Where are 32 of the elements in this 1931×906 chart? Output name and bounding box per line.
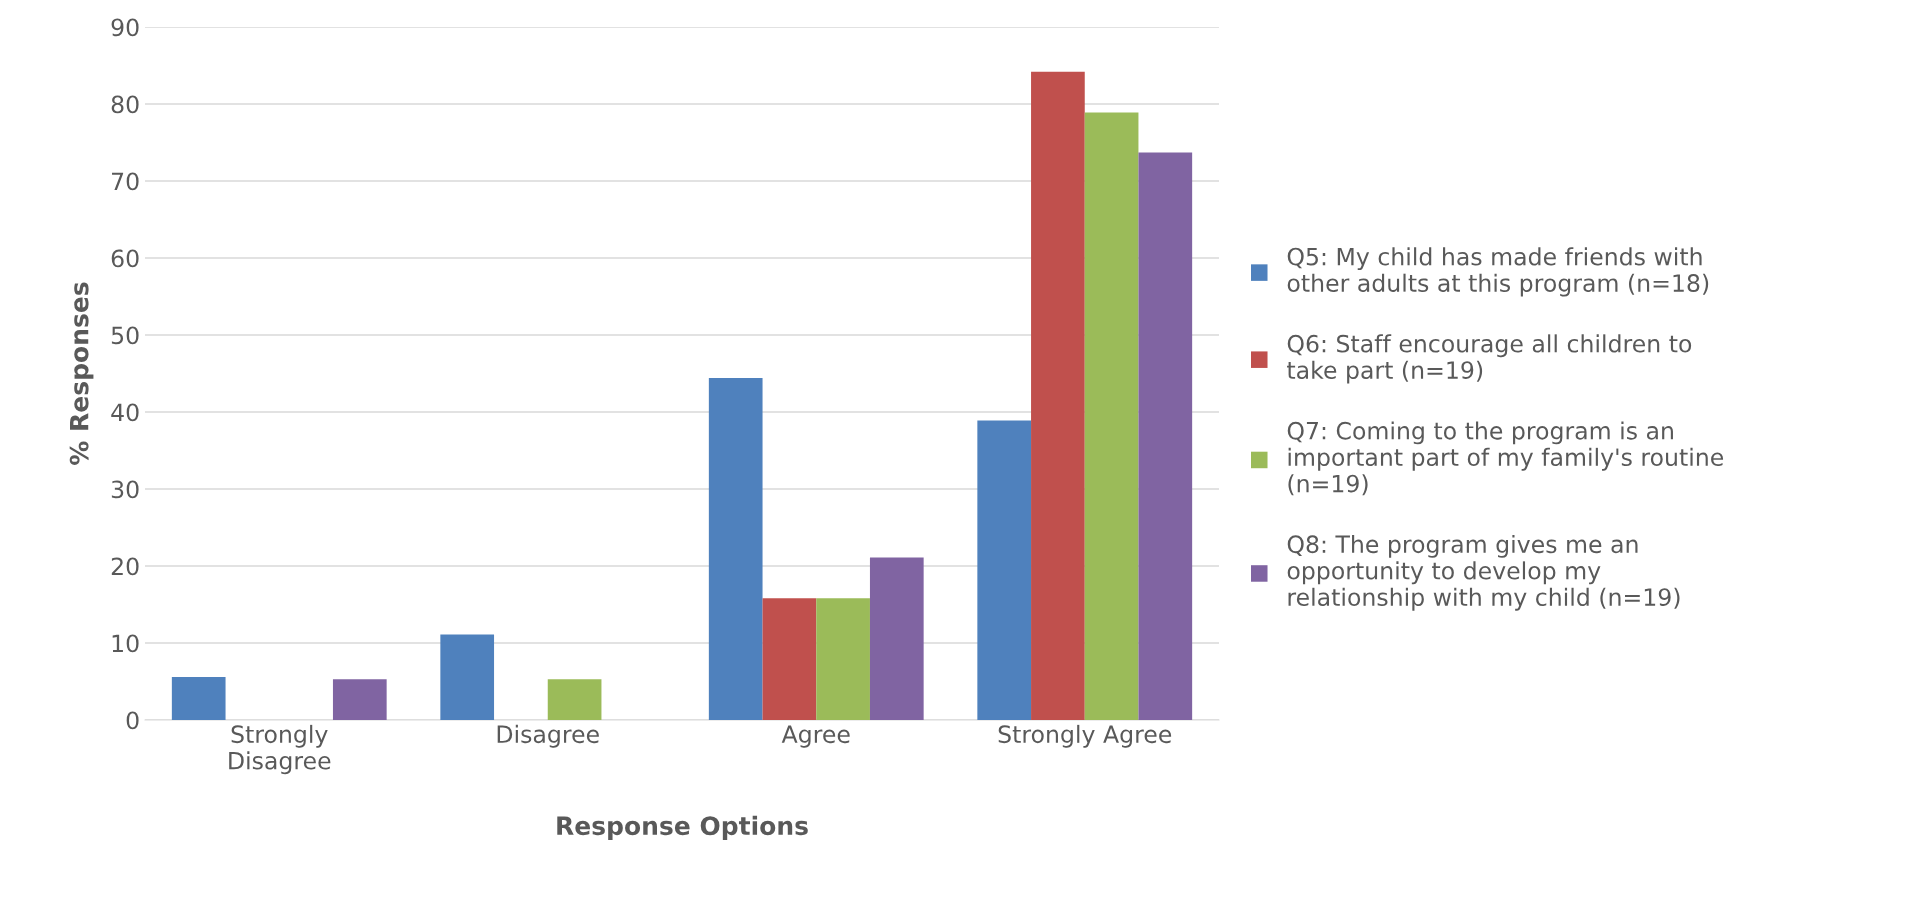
bar <box>708 378 763 720</box>
bar <box>762 598 817 720</box>
y-tick-label: 90 <box>111 18 139 37</box>
bar <box>977 420 1032 720</box>
bar <box>1084 112 1139 720</box>
y-tick-label: 70 <box>112 172 139 191</box>
x-tick-label: Disagree <box>497 724 599 748</box>
bar <box>547 679 602 720</box>
x-tick-label: Strongly Disagree <box>229 724 331 775</box>
y-axis-title: % Responses <box>69 282 94 465</box>
legend-label: Q6: Staff encourage all children to take part (n=19) <box>1287 334 1692 384</box>
y-tick-label: 60 <box>111 249 139 268</box>
y-tick-label: 0 <box>126 711 139 730</box>
y-tick-label: 50 <box>111 326 139 345</box>
x-tick-label: Agree <box>781 725 850 748</box>
x-axis-title: Response Options <box>557 815 808 841</box>
x-tick-label: Strongly Agree <box>998 724 1172 748</box>
bar <box>332 679 387 720</box>
y-tick-label: 20 <box>111 557 139 576</box>
legend-label: Q7: Coming to the program is an important part of my family's routine (n=19) <box>1287 421 1724 496</box>
bar <box>171 676 226 720</box>
y-tick-label: 30 <box>111 480 139 499</box>
y-tick-label: 40 <box>111 403 139 422</box>
bar <box>1031 71 1085 720</box>
bar <box>869 557 924 720</box>
y-tick-label: 10 <box>112 634 139 653</box>
bar <box>816 598 870 720</box>
legend-label: Q8: The program gives me an opportunity to develop my relationship with my child (n=19) <box>1287 534 1680 611</box>
bar <box>1138 152 1193 720</box>
y-tick-label: 80 <box>111 95 139 114</box>
bar <box>440 634 495 720</box>
legend-label: Q5: My child has made friends with other adults at this program (n=18) <box>1287 247 1709 297</box>
